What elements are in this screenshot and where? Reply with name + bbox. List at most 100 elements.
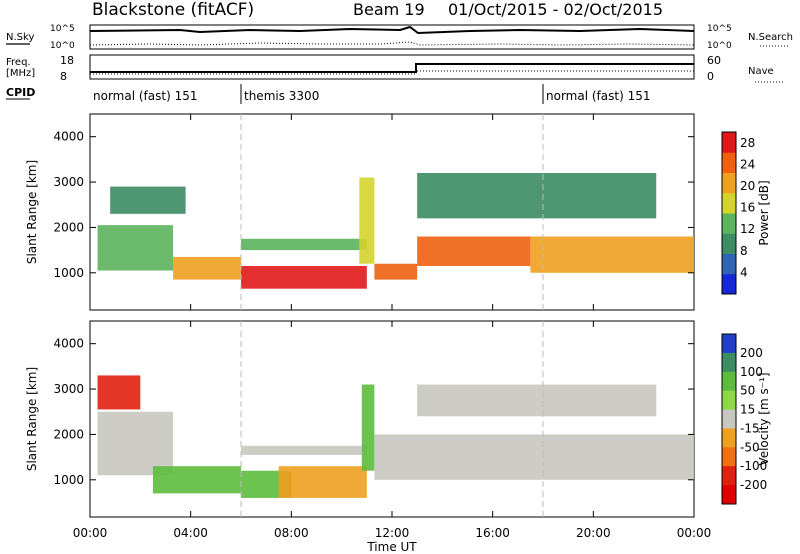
noise-tick-left-top: 10^5 (50, 24, 75, 34)
colorbar-frame (721, 333, 737, 505)
echo-band (374, 434, 694, 480)
noise-tick-left-bottom: 10^0 (50, 41, 75, 51)
colorbar-tick-label: 24 (740, 157, 755, 171)
colorbar-segment (722, 485, 736, 505)
cpid-label: CPID (6, 86, 35, 99)
colorbar-segment (722, 447, 736, 467)
echo-band (361, 384, 375, 471)
echo-band (417, 236, 531, 266)
echo-band (241, 445, 367, 455)
nsearch-label: N.Search (748, 32, 793, 43)
x-tick-label: 16:00 (475, 526, 510, 540)
colorbar-tick-label: 16 (740, 201, 755, 215)
colorbar-segment (722, 390, 736, 411)
colorbar-tick-label: 12 (740, 222, 755, 236)
cpid-segment-label: normal (fast) 151 (93, 89, 197, 103)
colorbar-segment (722, 334, 736, 354)
echo-band (173, 256, 241, 280)
y-tick-label: 1000 (53, 473, 84, 487)
echo-band (110, 186, 186, 214)
x-tick-label: 12:00 (375, 526, 410, 540)
colorbar-segment (722, 352, 736, 373)
colorbar-tick-label: 20 (740, 179, 755, 193)
colorbar-label: Power [dB] (757, 180, 771, 245)
echo-band (152, 466, 241, 494)
echo-band (278, 466, 367, 498)
colorbar-tick-label: 8 (740, 244, 748, 258)
freq-tick-bottom: 8 (60, 70, 67, 83)
echo-band (97, 225, 174, 271)
colorbar-label: Velocity [m s⁻¹] (757, 372, 771, 465)
noise-tick-right-bottom: 10^0 (707, 41, 732, 51)
x-tick-label: 20:00 (576, 526, 611, 540)
colorbar-segment (722, 409, 736, 429)
echo-band (530, 236, 694, 273)
echo-band (374, 263, 418, 280)
y-tick-label: 4000 (53, 337, 84, 351)
colorbar-tick-label: 15 (740, 403, 755, 417)
colorbar-tick-label: -50 (740, 440, 760, 454)
colorbar-tick-label: 100 (740, 365, 763, 379)
y-axis-label: Slant Range [km] (25, 160, 39, 264)
x-axis-label: Time UT (366, 540, 417, 554)
echo-band (97, 375, 141, 410)
colorbar-segment (722, 428, 736, 448)
colorbar-tick-label: -200 (740, 478, 767, 492)
colorbars: 4 8 12 16 20 24 28 Power [dB] 200 100 50 15 -15 -50 -1… (721, 131, 771, 505)
freq-tick-top: 18 (60, 54, 74, 67)
cpid-segment-label: normal (fast) 151 (546, 89, 650, 103)
colorbar-segment (722, 172, 736, 194)
colorbar-tick-label: 200 (740, 346, 763, 360)
colorbar-frame (721, 131, 737, 295)
y-tick-label: 2000 (53, 220, 84, 234)
x-tick-label: 08:00 (274, 526, 309, 540)
x-tick-label: 04:00 (173, 526, 208, 540)
x-tick-label: 00:00 (677, 526, 712, 540)
cpid-segments: normal (fast) 151 themis 3300 normal (fast… (93, 84, 650, 104)
beam-label: Beam 19 (353, 0, 425, 19)
noise-tick-right-top: 10^5 (707, 24, 732, 34)
y-tick-label: 2000 (53, 427, 84, 441)
colorbar-tick-label: 28 (740, 136, 755, 150)
colorbar-segment (722, 466, 736, 486)
y-tick-label: 1000 (53, 266, 84, 280)
colorbar-segment (722, 192, 736, 214)
nave-trace (90, 70, 694, 75)
colorbar-tick-label: 4 (740, 265, 748, 279)
echo-band (359, 177, 375, 264)
colorbar-segment (722, 253, 736, 275)
nsearch-trace (89, 41, 695, 46)
freq-unit: [MHz] (6, 68, 35, 79)
colorbar-segment (722, 233, 736, 254)
axes: 1000 2000 3000 4000 Slant Range [km] 1000 2000… (25, 114, 711, 540)
nave-label: Nave (748, 66, 774, 77)
y-tick-label: 4000 (53, 130, 84, 144)
y-axis-label: Slant Range [km] (25, 367, 39, 471)
echo-band (97, 411, 174, 476)
nsky-trace (89, 25, 695, 35)
echo-band (241, 265, 367, 289)
x-tick-label: 00:00 (73, 526, 108, 540)
colorbar-segment (722, 273, 736, 295)
echo-band (417, 172, 657, 219)
freq-trace (90, 63, 694, 73)
nave-tick-bottom: 0 (707, 70, 714, 83)
echo-data (97, 172, 694, 498)
echo-band (417, 384, 657, 417)
noise-panel-frame (89, 24, 695, 50)
colorbar-tick-label: -15 (740, 421, 760, 435)
date-range: 01/Oct/2015 - 02/Oct/2015 (448, 0, 663, 19)
radar-title: Blackstone (fitACF) (92, 0, 254, 20)
colorbar-segment (722, 213, 736, 234)
y-tick-label: 3000 (53, 175, 84, 189)
colorbar-tick-label: 50 (740, 384, 755, 398)
cpid-segment-label: themis 3300 (244, 89, 319, 103)
freq-label: Freq. (6, 57, 31, 68)
colorbar-segment (722, 152, 736, 173)
echo-band (241, 238, 367, 251)
y-tick-label: 3000 (53, 382, 84, 396)
nsky-label: N.Sky (6, 32, 34, 43)
colorbar-segment (722, 132, 736, 153)
nave-tick-top: 60 (707, 54, 721, 67)
